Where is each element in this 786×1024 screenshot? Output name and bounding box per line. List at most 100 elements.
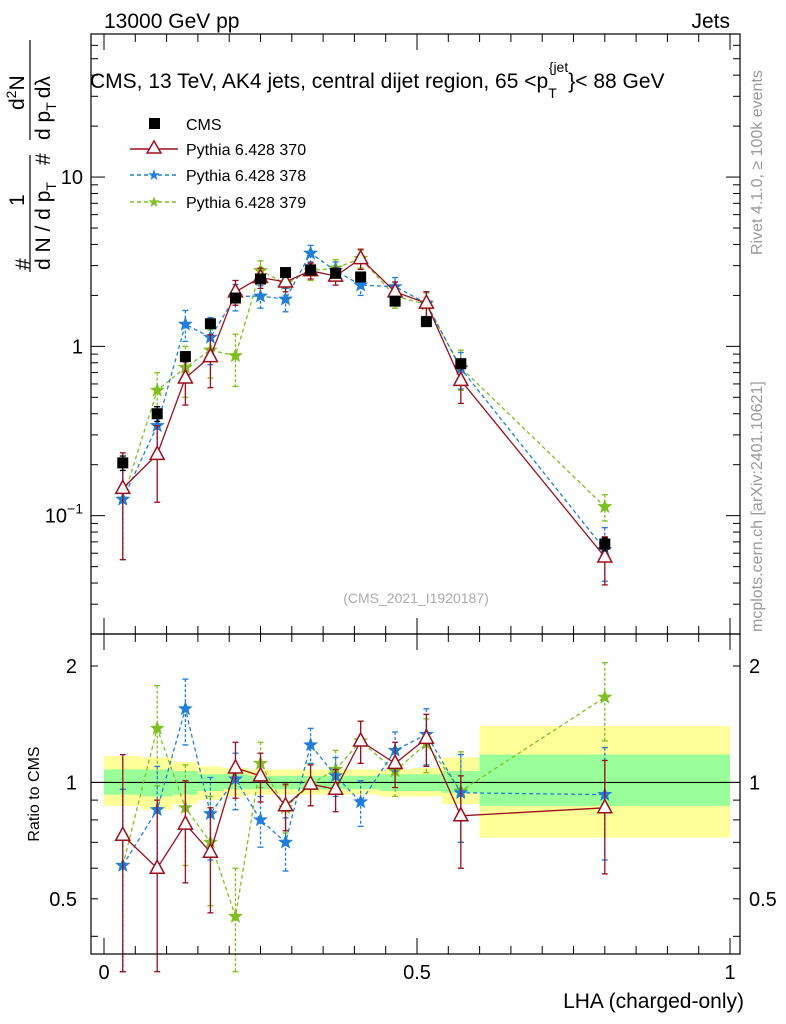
main-y-tick-label: 10−1 <box>45 501 83 528</box>
data-point-p378 <box>353 277 369 292</box>
data-point-cms <box>255 273 266 285</box>
data-point-p379 <box>597 498 613 513</box>
data-point-cms <box>280 267 292 279</box>
data-point-p370 <box>352 731 369 747</box>
data-point-p379 <box>149 382 165 397</box>
data-point-p378 <box>278 291 294 306</box>
ratio-y-tick-label: 2 <box>66 656 77 678</box>
data-point-cms <box>455 358 467 370</box>
legend-marker-p379: ★ <box>147 194 160 211</box>
data-point-p378 <box>303 737 319 752</box>
y-label-hash-1: # <box>12 258 35 270</box>
legend-marker-p370 <box>145 139 163 154</box>
rivet-label: Rivet 4.1.0, ≥ 100k events <box>749 70 766 255</box>
ratio-y-tick-label: 1 <box>66 772 77 794</box>
series-p370 <box>114 713 614 973</box>
y-label-dlambda: dλ <box>32 76 55 99</box>
y-label-d2n-n: N <box>6 75 29 90</box>
x-axis-label: LHA (charged-only) <box>563 990 744 1013</box>
data-point-p370 <box>302 774 319 790</box>
data-point-p370 <box>114 825 132 842</box>
x-tick-label: 1 <box>724 962 735 984</box>
data-point-p370 <box>202 347 219 363</box>
data-point-cms <box>389 295 401 307</box>
data-point-p370 <box>452 806 470 822</box>
legend: CMS Pythia 6.428 370 ★ Pythia 6.428 378 … <box>130 117 306 212</box>
plot-title-sup: {jet <box>549 59 569 75</box>
main-y-tick-label: 1 <box>72 336 83 358</box>
data-point-p378 <box>177 316 193 331</box>
y-label-dpt-text: d p <box>32 111 55 140</box>
data-point-p370 <box>177 368 194 384</box>
data-point-cms <box>117 457 129 469</box>
plot-title-tail: }< 88 GeV <box>568 70 664 93</box>
data-point-p378 <box>177 700 193 716</box>
data-point-p370 <box>202 842 219 858</box>
x-tick-label: 0.5 <box>403 962 431 984</box>
plot-title: CMS, 13 TeV, AK4 jets, central dijet reg… <box>90 59 665 101</box>
data-point-p378 <box>252 812 269 827</box>
data-point-p370 <box>177 814 194 830</box>
data-point-cms <box>599 538 611 550</box>
data-point-cms <box>179 351 191 363</box>
data-point-p370 <box>452 370 470 387</box>
data-point-p378 <box>278 834 294 849</box>
data-point-p379 <box>227 347 243 363</box>
series-p379 <box>115 249 613 561</box>
main-y-axis-label: # 1 d N / d pT # d2N d pTdλ <box>3 40 59 272</box>
data-point-p370 <box>148 444 166 461</box>
legend-marker-p378: ★ <box>147 167 160 184</box>
legend-label-cms: CMS <box>186 117 222 134</box>
data-point-cms <box>204 318 216 330</box>
legend-marker-cms <box>149 118 160 129</box>
y-label-dndpt: d N / d pT <box>32 182 59 270</box>
data-point-cms <box>330 267 342 279</box>
data-point-cms <box>229 292 241 304</box>
main-plot-panel: 10−1 1 10 CMS, 13 TeV, AK4 jets, central d… <box>3 33 741 635</box>
ratio-y-axis-label: Ratio to CMS <box>26 746 43 841</box>
ratio-plot-ticks: 0.5 0.5 1 1 2 2 0 0.5 1 <box>49 634 777 984</box>
ratio-y-tick-label-right: 0.5 <box>749 889 777 911</box>
data-point-p370 <box>418 293 435 309</box>
ratio-plot-frame <box>90 633 741 955</box>
ratio-y-tick-label-right: 1 <box>749 772 760 794</box>
data-point-p370 <box>114 478 132 495</box>
y-label-hash-2: # <box>32 153 55 165</box>
data-point-p370 <box>252 766 269 782</box>
data-point-cms <box>355 271 367 283</box>
main-y-tick-label: 10 <box>61 167 83 189</box>
data-point-p378 <box>303 245 319 260</box>
y-label-dndpt-sub: T <box>43 182 59 191</box>
data-point-p378 <box>353 794 369 809</box>
ratio-plot-marks <box>91 662 740 973</box>
y-label-dndpt-text: d N / d p <box>32 191 55 270</box>
y-label-d2n: d2N <box>3 75 29 110</box>
series-line-p379 <box>122 257 606 508</box>
ratio-plot-panel: 0.5 0.5 1 1 2 2 0 0.5 1 Ratio to CMS LHA (charge… <box>26 633 777 1013</box>
analysis-watermark: (CMS_2021_I1920187) <box>343 590 489 606</box>
ratio-y-tick-label: 0.5 <box>49 889 77 911</box>
mcplots-label: mcplots.cern.ch [arXiv:2401.10621] <box>749 381 766 632</box>
data-point-p370 <box>386 753 404 770</box>
data-point-p370 <box>277 272 294 288</box>
header-left: 13000 GeV pp <box>104 10 239 33</box>
data-point-p370 <box>596 547 614 563</box>
main-plot-marks <box>114 244 614 586</box>
plot-title-sub: T <box>548 85 557 101</box>
legend-label-p378: Pythia 6.428 378 <box>186 168 306 185</box>
data-point-p370 <box>148 858 166 874</box>
y-label-dpt-sub: T <box>43 102 59 111</box>
data-point-p379 <box>227 908 243 923</box>
legend-label-p370: Pythia 6.428 370 <box>186 142 306 159</box>
data-point-cms <box>420 316 432 328</box>
y-label-dpt: d pTdλ <box>32 76 59 140</box>
data-point-p370 <box>327 779 344 796</box>
series-cms <box>117 264 611 552</box>
series-line-p378 <box>122 252 606 551</box>
data-point-p370 <box>277 796 294 812</box>
series-line-p370 <box>122 257 606 558</box>
ratio-y-tick-label-right: 2 <box>749 656 760 678</box>
data-point-p370 <box>352 249 369 265</box>
legend-label-p379: Pythia 6.428 379 <box>186 195 306 212</box>
